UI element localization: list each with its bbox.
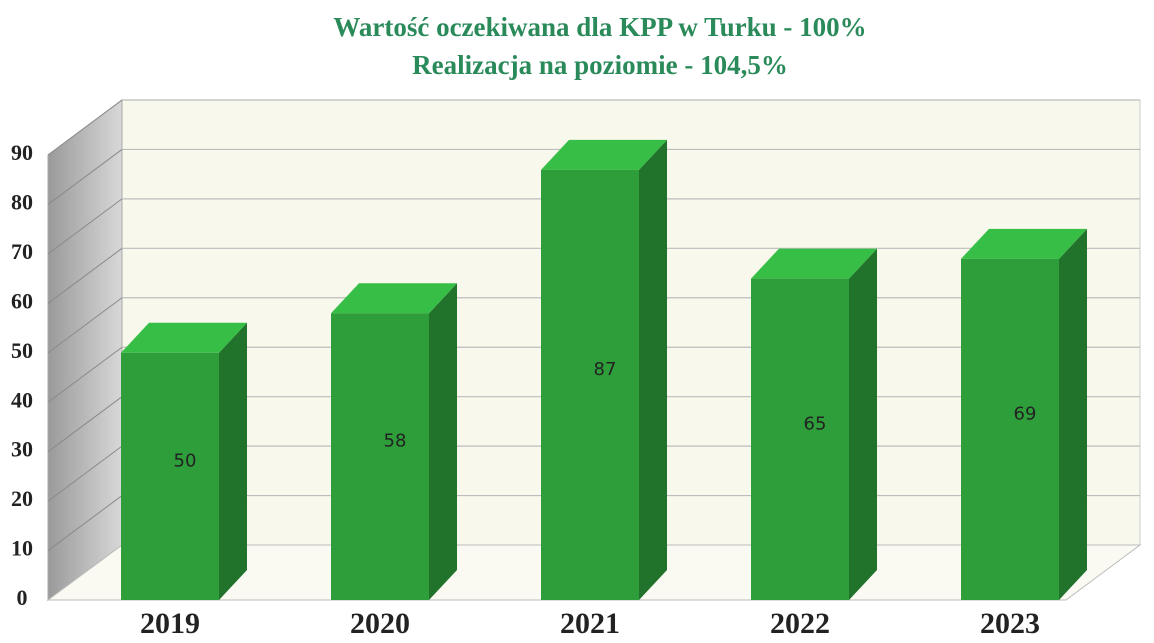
bar-side bbox=[849, 248, 877, 600]
value-label: 50 bbox=[174, 450, 197, 471]
value-label: 87 bbox=[594, 359, 617, 380]
y-tick-label: 70 bbox=[11, 239, 33, 264]
value-label: 65 bbox=[804, 413, 827, 434]
x-tick-label: 2022 bbox=[770, 607, 830, 640]
grid-line bbox=[47, 247, 123, 304]
y-tick-label: 10 bbox=[11, 536, 33, 561]
bar bbox=[121, 352, 219, 600]
y-tick-label: 20 bbox=[11, 486, 33, 511]
y-tick-label: 40 bbox=[11, 387, 33, 412]
grid-line bbox=[47, 396, 123, 453]
x-tick-label: 2020 bbox=[350, 607, 410, 640]
bar bbox=[751, 278, 849, 600]
y-tick-label: 50 bbox=[11, 338, 33, 363]
grid-line bbox=[47, 99, 123, 156]
x-tick-label: 2021 bbox=[560, 607, 620, 640]
value-label: 69 bbox=[1014, 403, 1037, 424]
grid-line bbox=[47, 445, 123, 502]
y-tick-label: 90 bbox=[11, 140, 33, 165]
y-tick-label: 80 bbox=[11, 189, 33, 214]
grid-line bbox=[47, 495, 123, 551]
value-label: 58 bbox=[384, 431, 407, 452]
bar bbox=[331, 313, 429, 600]
bar-side bbox=[429, 283, 457, 600]
bar-top bbox=[541, 139, 667, 170]
bar-top bbox=[751, 248, 877, 279]
y-tick-label: 30 bbox=[11, 437, 33, 462]
chart-subtitle: Realizacja na poziomie - 104,5% bbox=[412, 50, 788, 80]
grid-line bbox=[47, 198, 123, 255]
bar-side bbox=[1059, 228, 1087, 601]
bar bbox=[961, 258, 1059, 600]
bar-top bbox=[961, 228, 1087, 259]
grid-line bbox=[47, 149, 123, 205]
bar bbox=[541, 169, 639, 601]
y-tick-label: 0 bbox=[17, 585, 28, 610]
bar-side bbox=[639, 139, 667, 601]
chart-title: Wartość oczekiwana dla KPP w Turku - 100… bbox=[333, 12, 866, 42]
bar-top bbox=[331, 283, 457, 314]
y-tick-label: 60 bbox=[11, 288, 33, 313]
side-wall bbox=[47, 99, 123, 601]
bar-top bbox=[121, 322, 247, 353]
grid-line bbox=[47, 346, 123, 403]
bar-side bbox=[219, 322, 247, 600]
grid-line bbox=[47, 297, 123, 354]
x-tick-label: 2019 bbox=[140, 607, 200, 640]
x-tick-label: 2023 bbox=[980, 607, 1040, 640]
